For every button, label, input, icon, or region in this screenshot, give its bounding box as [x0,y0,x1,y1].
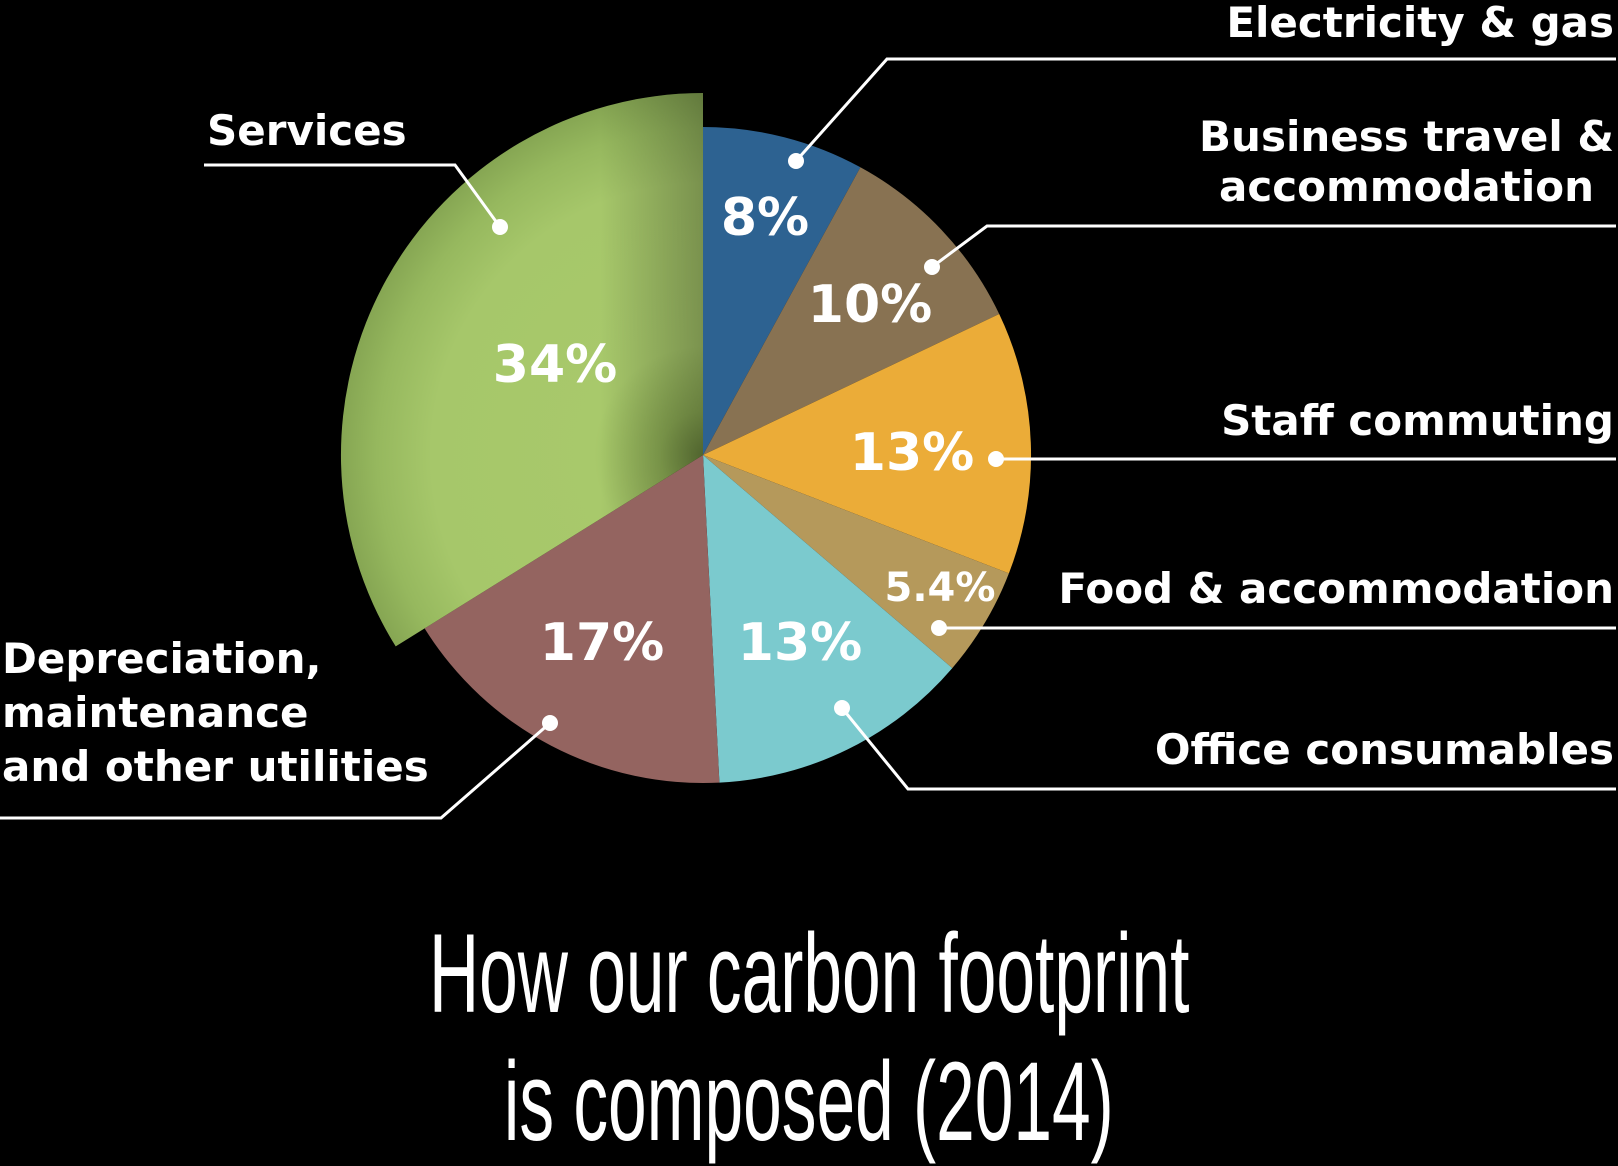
category-label-services: Services [207,106,407,155]
leader-lines [0,57,1616,820]
value-label-business: 10% [808,275,932,335]
chart-title: How our carbon footprint is composed (20… [0,910,1618,1166]
leader-line-business [931,224,1616,269]
value-labels: 8% 10% 13% 5.4% 13% 17% 34% [493,188,996,673]
leader-dot-staff [988,451,1004,467]
pie-slice-food [703,455,1009,669]
pie-slice-services-shade [340,92,703,647]
value-label-office: 13% [738,613,862,673]
pie-slices [340,92,1032,784]
chart-title-line-2: is composed (2014) [504,1039,1114,1164]
leader-dot-electricity [788,153,804,169]
pie-slice-depreciation [424,455,720,784]
leader-line-depreciation [0,721,551,820]
category-labels: Electricity & gas Business travel & accomm… [2,0,1614,791]
value-label-food: 5.4% [885,565,996,611]
leader-line-electricity [794,57,1616,162]
leader-dot-business [924,259,940,275]
pie-slice-business [703,167,1000,456]
leader-line-office [840,707,1616,791]
value-label-depreciation: 17% [540,613,664,673]
leader-dot-services [492,219,508,235]
pie-slice-office [703,455,953,783]
category-label-electricity: Electricity & gas [1226,0,1614,47]
chart-title-line-1: How our carbon footprint [428,911,1190,1036]
value-label-services: 34% [493,335,617,395]
category-label-depreciation: Depreciation, maintenance and other utilit… [2,634,429,791]
pie-slice-staff [703,314,1032,574]
category-label-office: Office consumables [1155,725,1614,774]
leader-line-services [204,163,502,228]
category-label-business: Business travel & accommodation [1199,112,1614,211]
category-label-staff: Staff commuting [1221,396,1614,445]
pie-slice-electricity [703,127,861,455]
value-label-electricity: 8% [721,188,809,248]
leader-dot-office [834,700,850,716]
leader-dot-depreciation [542,715,558,731]
category-label-food: Food & accommodation [1058,564,1614,613]
value-label-staff: 13% [850,423,974,483]
leader-dot-food [931,620,947,636]
